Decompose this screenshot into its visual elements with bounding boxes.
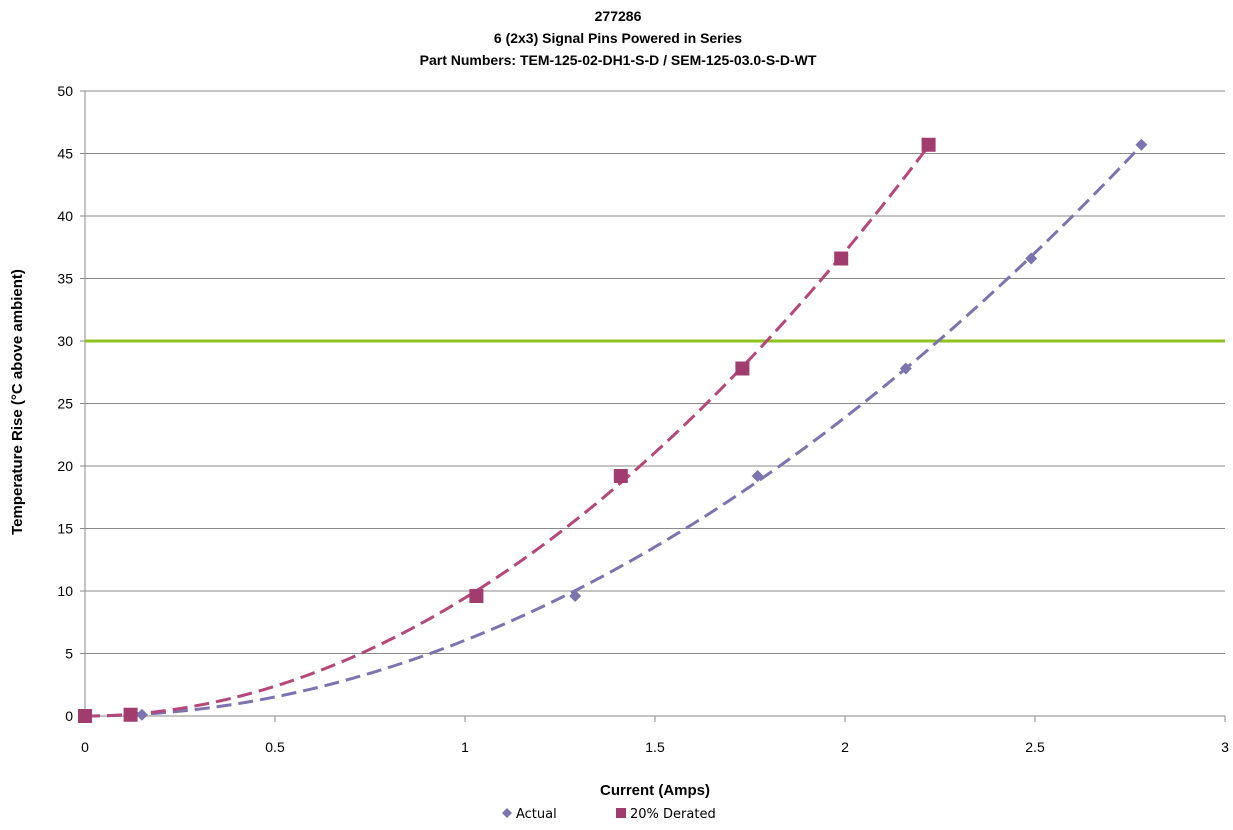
- y-tick-label: 50: [57, 83, 73, 99]
- y-tick-label: 35: [57, 271, 73, 287]
- trendline-series-1: [84, 144, 1143, 718]
- legend-label-2: 20% Derated: [630, 807, 716, 822]
- data-point-derated: [613, 469, 628, 483]
- legend-marker-actual: [502, 808, 512, 818]
- chart-title: 277286 6 (2x3) Signal Pins Powered in Se…: [420, 8, 817, 68]
- y-tick-label: 0: [65, 708, 73, 724]
- y-tick-label: 45: [57, 146, 73, 162]
- x-axis-title: Current (Amps): [600, 782, 710, 799]
- legend-label-1: Actual: [516, 807, 557, 822]
- y-tick-label: 25: [57, 396, 73, 412]
- legend-marker-derated: [616, 808, 626, 818]
- y-tick-label: 20: [57, 458, 73, 474]
- tick-labels: 0 5 10 15 20 25 30 35 40 45 50 0 0.5 1 1.5 2 2.5 3: [57, 83, 1229, 755]
- data-point-actual: [136, 708, 148, 721]
- data-point-actual: [899, 362, 912, 375]
- data-point-derated: [123, 707, 138, 722]
- legend: Actual 20% Derated: [502, 807, 716, 822]
- x-tick-label: 1: [461, 739, 469, 755]
- title-line-3: Part Numbers: TEM-125-02-DH1-S-D / SEM-1…: [420, 52, 817, 68]
- y-axis-title: Temperature Rise (°C above ambient): [9, 269, 26, 535]
- data-point-derated: [735, 361, 750, 376]
- title-line-2: 6 (2x3) Signal Pins Powered in Series: [494, 30, 742, 46]
- axes: [80, 90, 1226, 722]
- data-point-actual: [569, 590, 582, 602]
- trendlines: [84, 144, 1143, 718]
- data-point-derated: [921, 137, 936, 152]
- x-tick-label: 3: [1221, 739, 1229, 755]
- data-point-derated: [834, 251, 849, 266]
- data-point-derated: [469, 589, 484, 603]
- x-tick-label: 0.5: [265, 739, 285, 755]
- trendline-series-2: [84, 145, 930, 718]
- data-point-actual: [751, 470, 764, 482]
- data-point-actual: [1135, 138, 1148, 151]
- x-tick-label: 2.5: [1025, 739, 1045, 755]
- data-point-derated: [78, 709, 92, 723]
- data-markers: [78, 137, 1148, 723]
- y-tick-label: 5: [65, 646, 73, 662]
- data-point-actual: [1025, 252, 1038, 265]
- x-tick-label: 1.5: [645, 739, 665, 755]
- y-tick-label: 10: [57, 583, 73, 599]
- x-tick-label: 0: [81, 739, 89, 755]
- x-tick-label: 2: [841, 739, 849, 755]
- title-line-1: 277286: [595, 8, 642, 24]
- y-tick-label: 15: [57, 521, 73, 537]
- y-tick-label: 40: [57, 208, 73, 224]
- y-tick-label: 30: [57, 333, 73, 349]
- gridlines: [85, 90, 1225, 654]
